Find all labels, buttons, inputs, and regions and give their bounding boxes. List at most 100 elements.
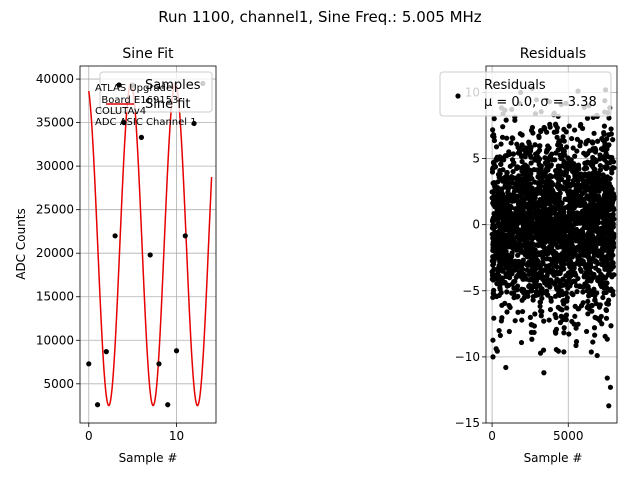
residual-point [495,210,501,216]
residual-point [608,323,614,329]
residual-point [579,257,585,263]
residual-point [532,157,538,163]
residual-point [602,140,608,147]
residual-point [606,115,612,121]
residual-point [513,241,519,247]
residual-point [528,286,534,293]
residual-point [591,325,598,331]
residual-point [562,196,568,202]
residual-point [537,299,543,305]
residuals-title: Residuals [520,46,586,62]
residual-point [576,261,583,268]
residual-point [553,241,559,247]
residual-point [522,212,528,218]
residual-point [527,195,533,201]
residual-point [609,186,615,192]
sine-fit-plot-area [86,80,213,408]
annotation-line-3: COLUTAv4 [95,106,146,117]
residual-point [496,327,502,334]
residual-point [604,258,610,264]
legend-residuals-marker [455,93,461,99]
residual-point [519,183,526,189]
residual-point [529,185,535,191]
residual-point [556,164,563,170]
residuals-legend: Residuals μ = 0.0, σ = 3.38 [439,71,612,117]
residual-point [552,225,558,231]
annotation-line-4: ADC ASIC Channel 1 [95,117,197,128]
residual-point [518,272,524,278]
residual-point [564,182,570,188]
residual-point [572,153,578,159]
residual-outlier-9 [606,403,612,409]
residual-point [555,348,562,354]
residual-point [581,166,588,172]
residual-point [567,210,573,216]
residual-point [508,203,514,210]
residual-point [566,331,572,337]
residual-point [556,185,562,192]
residual-point [608,126,614,132]
residual-point [595,251,601,257]
residual-point [520,308,526,315]
residual-point [594,182,600,188]
residual-point [563,317,569,323]
residual-point [592,166,598,173]
sine-fit-title: Sine Fit [122,46,174,62]
sine-fit-ticks: 0 10 5000 10000 15000 20000 25000 30000 35000 400… [36,72,184,443]
residual-point [602,245,609,251]
residual-point [515,164,521,170]
residual-point [600,294,606,301]
residual-point [568,166,575,172]
residual-point [530,222,536,228]
residual-point [573,186,579,192]
residual-point [600,172,606,178]
residual-point [597,167,604,173]
residual-point [528,322,534,328]
residual-point [518,193,524,199]
residual-point [519,317,525,323]
residual-point [496,292,502,299]
residual-point [504,309,510,315]
residual-point [577,139,584,145]
residual-point [577,220,583,226]
residual-point [521,196,528,202]
sine-fit-xtick-label-1: 10 [169,429,184,443]
residual-point [560,232,566,238]
sample-point-11 [182,233,188,239]
sine-fit-panel: Sine Fit 0 10 5000 10000 15000 20000 25000 3000… [14,46,217,465]
residual-point [585,213,591,220]
residual-point [584,266,591,272]
residual-point [503,117,509,123]
residual-point [595,277,601,284]
residual-point [509,224,516,230]
residual-point [556,286,562,293]
residual-point [590,170,596,176]
residual-point [602,180,608,186]
residual-point [538,127,544,134]
residual-point [511,279,517,285]
residual-point [507,184,513,190]
residual-point [563,144,570,150]
residual-point [589,139,596,145]
residual-point [538,313,544,319]
residual-point [559,251,565,257]
residual-point [520,171,526,177]
residual-point [578,171,584,177]
residual-point [496,239,502,245]
residual-point [549,244,555,250]
residual-point [606,207,612,213]
residual-point [526,277,533,283]
residual-point [594,235,600,242]
residual-point [565,270,571,276]
residual-point [506,328,512,335]
residual-point [593,158,599,165]
residual-point [592,332,598,338]
residual-point [561,349,567,355]
residual-point [519,158,525,165]
residual-point [510,151,516,157]
residual-point [501,216,507,222]
residual-point [564,305,570,311]
residual-point [586,257,593,263]
residual-point [519,176,525,182]
